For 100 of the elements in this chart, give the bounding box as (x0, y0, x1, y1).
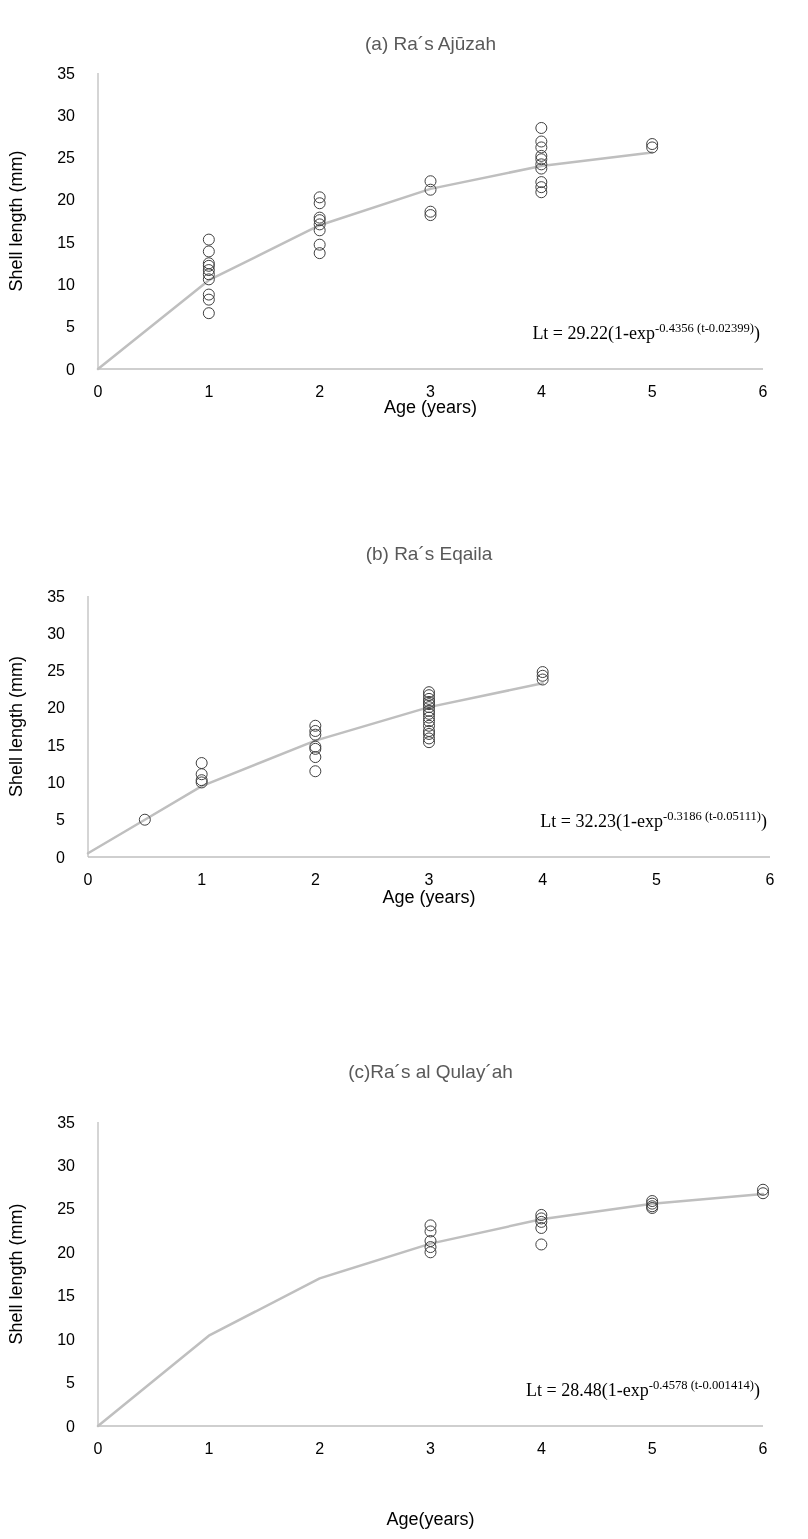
point (202, 307, 215, 320)
point (424, 175, 437, 188)
point (202, 233, 215, 246)
x-tick-label: 6 (758, 383, 768, 400)
x-tick-label: 3 (426, 383, 436, 400)
y-tick-label: 5 (66, 1374, 76, 1392)
x-tick-label: 2 (310, 871, 320, 888)
y-tick-label: 25 (57, 149, 76, 167)
y-tick-label: 10 (47, 774, 66, 792)
point (424, 1246, 437, 1259)
y-tick-label: 10 (57, 1330, 76, 1348)
point (423, 715, 435, 728)
annotation: Lt = 29.22(1-exp$^{-0.4356 (t-0.02399)}$) (532, 321, 760, 344)
point (424, 1225, 437, 1238)
point (423, 732, 435, 745)
point (138, 813, 151, 826)
y-axis-title: Shell length (mm) (6, 1203, 26, 1345)
chart-title: (c)Ra´s al Qulay´ah (348, 1061, 513, 1082)
point (309, 724, 322, 737)
x-tick-label: 4 (538, 871, 548, 888)
point (535, 153, 548, 166)
y-tick-label: 15 (47, 736, 66, 754)
y-tick-label: 20 (57, 191, 76, 209)
point (535, 1238, 548, 1251)
point (313, 191, 326, 204)
y-tick-label: 15 (57, 233, 76, 251)
point (535, 121, 548, 134)
point (313, 218, 326, 231)
point (535, 141, 548, 154)
chart-title: (a) Ra´s Ajūzah (365, 33, 496, 54)
x-tick-label: 0 (93, 1440, 103, 1457)
x-tick-label: 6 (758, 1440, 768, 1457)
point (757, 1183, 769, 1196)
x-tick-label: 2 (315, 383, 325, 400)
y-tick-label: 35 (57, 64, 76, 82)
point (195, 768, 208, 781)
point (424, 1234, 437, 1247)
x-axis-title: Age (years) (383, 397, 478, 417)
point (535, 158, 548, 171)
point (309, 719, 322, 732)
x-tick-label: 4 (536, 383, 546, 400)
point (424, 209, 437, 222)
y-tick-label: 0 (66, 360, 76, 378)
point (535, 162, 548, 175)
y-axis-title: Shell length (mm) (6, 655, 26, 798)
point (309, 751, 322, 764)
x-axis-title: Age(years) (386, 1509, 475, 1529)
point (309, 765, 322, 778)
point (202, 245, 215, 258)
point (536, 673, 549, 686)
point (202, 293, 215, 306)
point (313, 247, 326, 260)
y-tick-label: 15 (57, 1287, 76, 1305)
point (313, 224, 326, 237)
x-axis-title: Age (years) (382, 887, 476, 907)
point (195, 757, 208, 770)
x-tick-label: 3 (426, 1440, 436, 1457)
point (424, 205, 437, 218)
x-tick-label: 5 (647, 383, 657, 400)
y-tick-label: 10 (57, 276, 76, 294)
y-tick-label: 5 (66, 318, 76, 336)
point (535, 135, 548, 148)
point (535, 1221, 548, 1234)
x-tick-label: 5 (651, 871, 661, 888)
x-tick-label: 1 (204, 1440, 214, 1457)
y-tick-label: 30 (57, 106, 76, 124)
y-axis-title: Shell length (mm) (6, 150, 26, 292)
point (535, 181, 548, 194)
chart-title: (b) Ra´s Eqaila (365, 543, 493, 564)
point (423, 719, 435, 732)
y-tick-label: 25 (57, 1200, 76, 1218)
point (313, 238, 326, 251)
point (424, 1219, 437, 1232)
y-tick-label: 30 (47, 624, 66, 642)
point (535, 1208, 548, 1221)
annotation: Lt = 32.23(1-exp$^{-0.3186 (t-0.05111)}$) (540, 809, 767, 832)
point (202, 273, 215, 286)
y-tick-label: 25 (47, 662, 66, 680)
x-tick-label: 0 (83, 871, 93, 888)
x-tick-label: 0 (93, 383, 103, 400)
x-tick-label: 2 (315, 1440, 325, 1457)
y-tick-label: 35 (47, 587, 66, 605)
point (313, 197, 326, 210)
x-tick-label: 6 (765, 871, 775, 888)
point (423, 736, 435, 749)
y-tick-label: 30 (57, 1157, 76, 1175)
y-tick-label: 0 (56, 848, 66, 866)
y-tick-label: 20 (57, 1243, 76, 1261)
y-tick-label: 20 (47, 699, 66, 717)
point (423, 711, 435, 724)
point (757, 1187, 769, 1200)
point (535, 149, 548, 162)
point (202, 288, 215, 301)
point (309, 728, 322, 741)
x-tick-label: 1 (204, 383, 214, 400)
point (202, 268, 215, 281)
annotation: Lt = 28.48(1-exp$^{-0.4578 (t-0.001414)}$) (526, 1378, 760, 1401)
x-tick-label: 5 (647, 1440, 657, 1457)
y-tick-label: 0 (66, 1417, 76, 1435)
point (535, 186, 548, 199)
